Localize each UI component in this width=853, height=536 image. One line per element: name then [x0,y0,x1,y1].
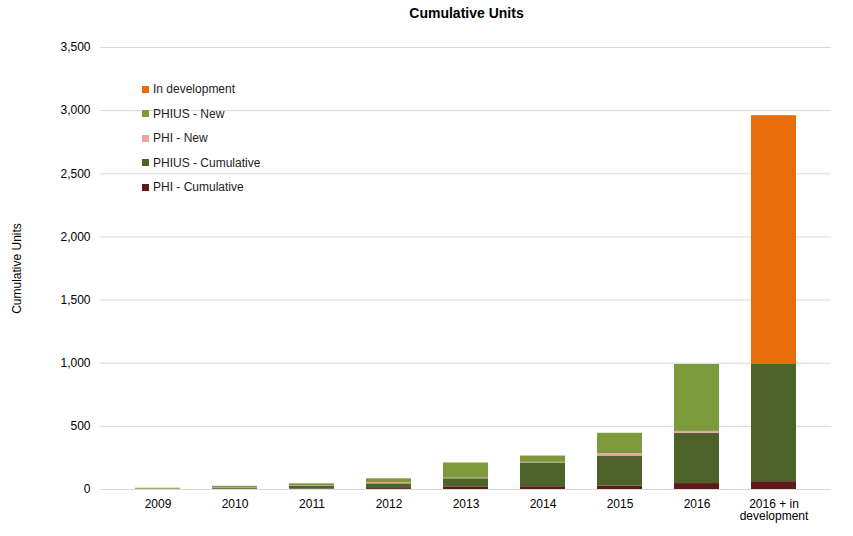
svg-text:2013: 2013 [453,497,480,511]
svg-text:500: 500 [70,419,90,433]
svg-text:0: 0 [84,482,91,496]
svg-text:2016: 2016 [684,497,711,511]
html-text:PHIUS - Cumulative: PHIUS - Cumulative [153,155,261,170]
svg-text:2015: 2015 [607,497,634,511]
svg-text:1,000: 1,000 [60,356,90,370]
svg-text:3,500: 3,500 [60,40,90,54]
svg-text:1,500: 1,500 [60,293,90,307]
svg-text:2010: 2010 [222,497,249,511]
html-text:PHIUS - New: PHIUS - New [153,106,225,121]
svg-text:2,500: 2,500 [60,167,90,181]
html-text:Cumulative Units: Cumulative Units [409,5,524,21]
svg-text:2012: 2012 [376,497,403,511]
svg-text:2014: 2014 [530,497,557,511]
html-text:PHI - Cumulative: PHI - Cumulative [153,180,244,195]
svg-text:2009: 2009 [145,497,172,511]
svg-text:3,000: 3,000 [60,103,90,117]
svg-text:2011: 2011 [299,497,325,511]
svg-text:2,000: 2,000 [60,230,90,244]
html-text:In development: In development [153,82,236,97]
html-text:PHI - New: PHI - New [153,131,208,146]
svg-text:Cumulative Units: Cumulative Units [10,223,24,314]
svg-text:2016 + indevelopment: 2016 + indevelopment [740,497,809,523]
